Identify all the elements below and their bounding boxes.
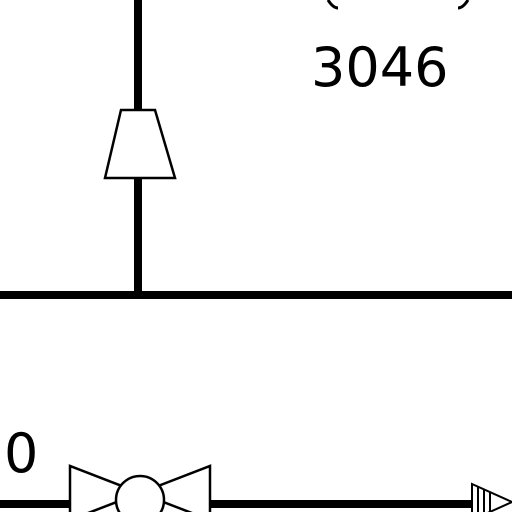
instrument-tag-label: 3046: [311, 36, 448, 99]
valve-left-triangle: [68, 464, 144, 512]
instrument-bubble: 3046: [311, 0, 470, 99]
flow-arrow: [471, 482, 512, 512]
bubble-arc-right: [457, 0, 470, 10]
valve-right-triangle: [136, 464, 212, 512]
partial-tag-label: 0: [4, 422, 38, 485]
pipe-reducer: [103, 108, 177, 180]
bubble-arc-left: [326, 0, 339, 10]
valve-actuator-circle: [114, 474, 166, 512]
flow-arrowhead: [471, 482, 512, 512]
control-valve: [68, 464, 212, 512]
